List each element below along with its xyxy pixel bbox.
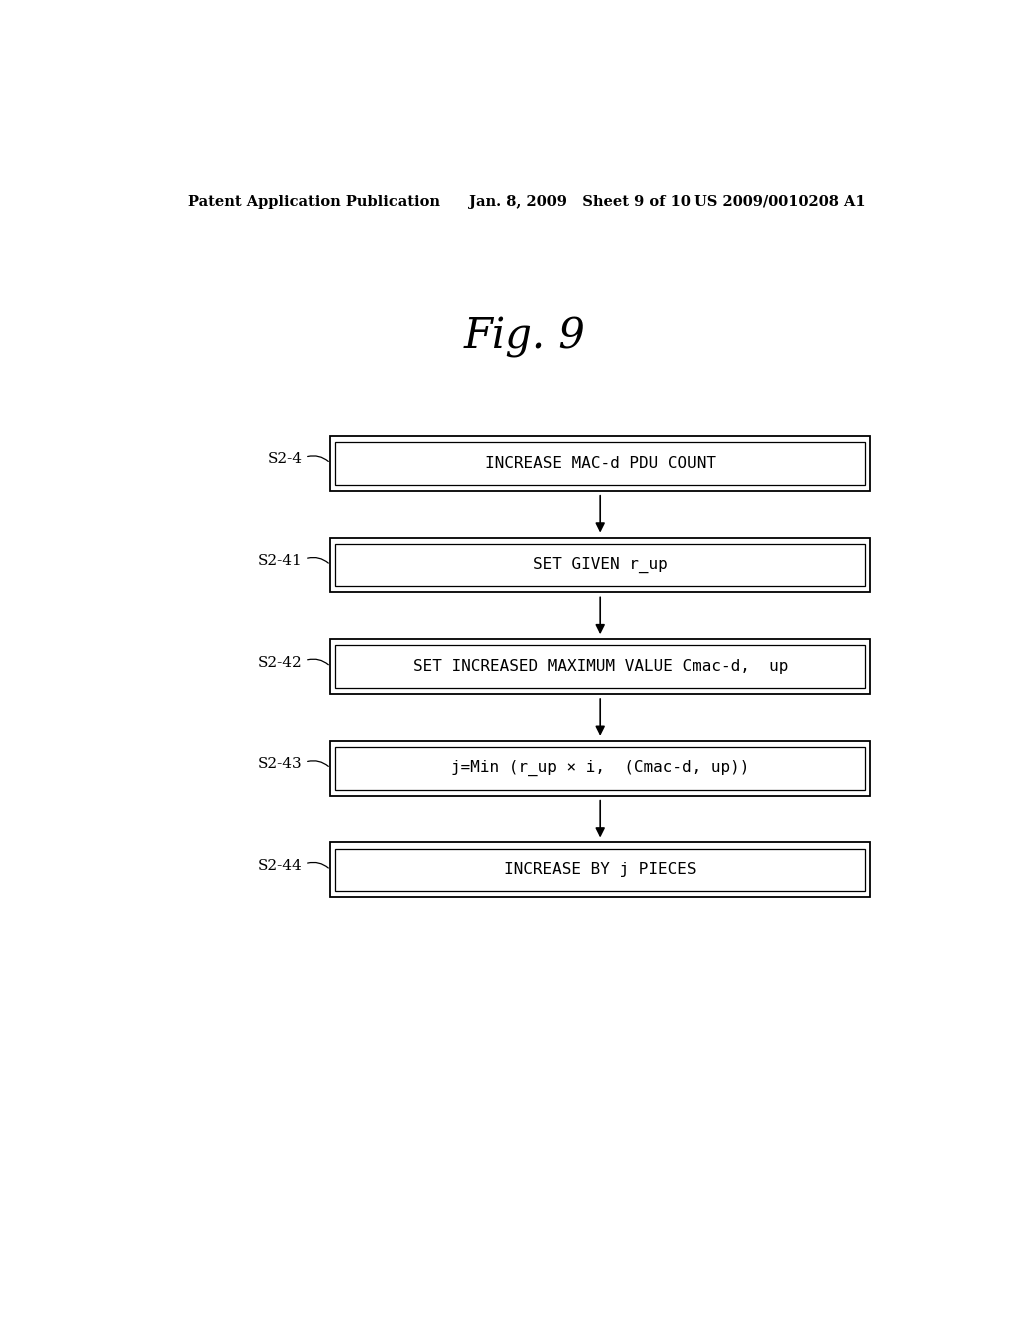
Bar: [335, 442, 865, 484]
Bar: [331, 741, 870, 796]
Bar: [335, 849, 865, 891]
Text: SET INCREASED MAXIMUM VALUE Cmac-d,  up: SET INCREASED MAXIMUM VALUE Cmac-d, up: [413, 659, 787, 675]
Text: Fig. 9: Fig. 9: [464, 315, 586, 358]
Text: SET GIVEN r_up: SET GIVEN r_up: [532, 557, 668, 573]
Text: S2-44: S2-44: [258, 859, 303, 873]
Bar: [331, 537, 870, 593]
Text: US 2009/0010208 A1: US 2009/0010208 A1: [694, 195, 866, 209]
Text: S2-4: S2-4: [267, 453, 303, 466]
Bar: [335, 544, 865, 586]
Bar: [331, 639, 870, 694]
Bar: [335, 747, 865, 789]
Text: INCREASE MAC-d PDU COUNT: INCREASE MAC-d PDU COUNT: [484, 455, 716, 471]
Text: S2-41: S2-41: [258, 554, 303, 568]
Text: S2-43: S2-43: [258, 758, 303, 771]
Bar: [331, 842, 870, 898]
Text: Patent Application Publication: Patent Application Publication: [187, 195, 439, 209]
Bar: [335, 645, 865, 688]
Text: j=Min (r_up × i,  (Cmac-d, up)): j=Min (r_up × i, (Cmac-d, up)): [451, 760, 750, 776]
Bar: [331, 436, 870, 491]
Text: INCREASE BY j PIECES: INCREASE BY j PIECES: [504, 862, 696, 878]
Text: Jan. 8, 2009   Sheet 9 of 10: Jan. 8, 2009 Sheet 9 of 10: [469, 195, 691, 209]
Text: S2-42: S2-42: [258, 656, 303, 669]
